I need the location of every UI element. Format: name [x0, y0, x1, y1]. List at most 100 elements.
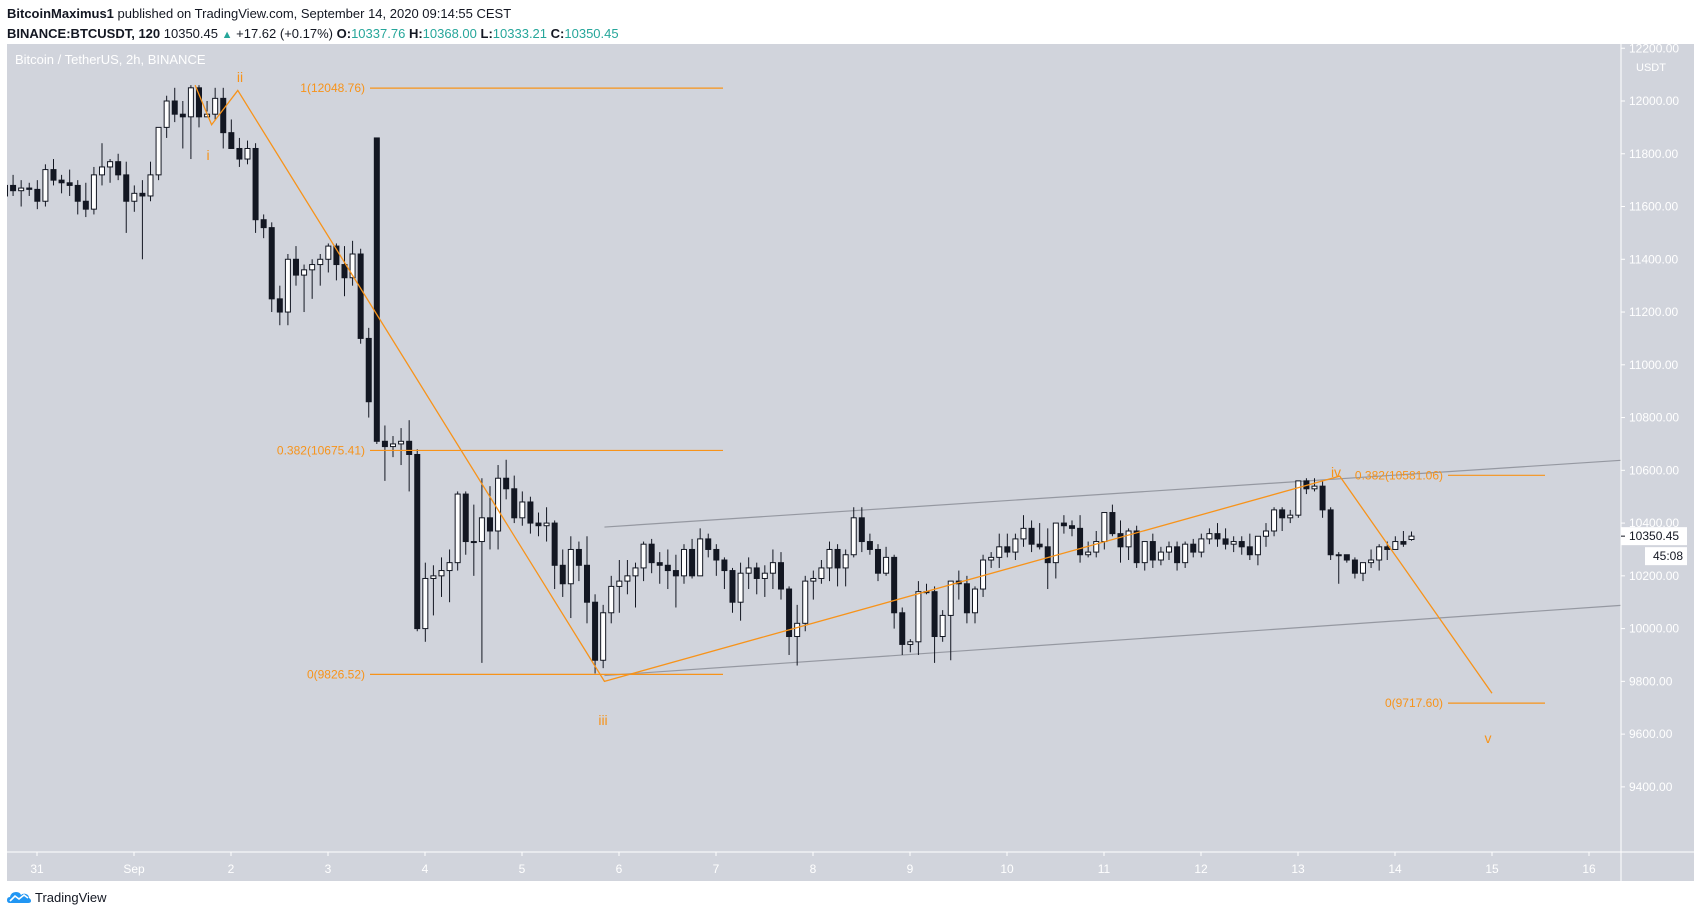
candle: [551, 522, 558, 566]
candle: [1077, 527, 1084, 556]
price-tick-label: 10600.00: [1629, 463, 1679, 477]
candle: [317, 258, 324, 266]
low-label: L:: [480, 26, 493, 41]
candle: [163, 100, 170, 128]
candle: [745, 567, 752, 574]
time-tick-label: 13: [1291, 862, 1305, 876]
candle: [842, 554, 849, 569]
lower-channel-line[interactable]: [604, 604, 1622, 677]
last-price: 10350.45: [163, 26, 218, 41]
candle: [1238, 541, 1245, 548]
candle: [1246, 546, 1253, 556]
candle: [543, 522, 550, 527]
candle: [1093, 541, 1100, 553]
candle: [155, 126, 162, 176]
candle: [850, 517, 857, 556]
open-value: 10337.76: [351, 26, 406, 41]
candle: [1020, 527, 1027, 540]
chart-legend-title: Bitcoin / TetherUS, 2h, BINANCE: [15, 52, 206, 67]
candle: [276, 298, 283, 313]
candle: [818, 567, 825, 579]
candle: [1085, 551, 1092, 556]
candle: [365, 337, 372, 403]
candle: [284, 258, 291, 313]
candle: [325, 245, 332, 260]
candle: [899, 612, 906, 645]
candle: [349, 253, 356, 279]
candle: [947, 580, 954, 616]
tradingview-logo[interactable]: TradingView: [7, 889, 107, 905]
author-name[interactable]: BitcoinMaximus1: [7, 6, 114, 21]
candle: [907, 641, 914, 645]
candle: [115, 161, 122, 176]
candle: [721, 559, 728, 572]
candle: [1044, 546, 1051, 564]
candle: [90, 174, 97, 210]
candle: [697, 538, 704, 577]
close-label: C:: [550, 26, 565, 41]
candle: [252, 147, 259, 221]
published-text: published on TradingView.com, September …: [117, 6, 512, 21]
upper-channel-line[interactable]: [604, 459, 1622, 528]
candle: [292, 258, 299, 276]
candle: [567, 548, 574, 585]
candle: [147, 174, 154, 197]
candle: [1157, 551, 1164, 561]
price-tick-label: 10000.00: [1629, 622, 1679, 636]
candle: [559, 564, 566, 585]
price-axis[interactable]: 12200.00 12000.00 11800.00 11600.00 11400.00…: [1621, 44, 1679, 794]
candle: [640, 543, 647, 569]
price-chart[interactable]: Bitcoin / TetherUS, 2h, BINANCE 1(12048.7…: [7, 44, 1694, 881]
high-value: 10368.00: [422, 26, 477, 41]
candle: [866, 541, 873, 550]
time-tick-label: 14: [1388, 862, 1402, 876]
candle: [1351, 559, 1358, 574]
candle: [858, 517, 865, 543]
time-tick-label: 12: [1194, 862, 1208, 876]
candle: [1012, 538, 1019, 553]
time-tick-label: 16: [1582, 862, 1596, 876]
candle: [761, 572, 768, 579]
candle: [212, 97, 219, 115]
candle: [672, 570, 679, 577]
candle: [891, 556, 898, 614]
candle: [244, 147, 251, 160]
candle: [171, 100, 178, 115]
symbol-line: BINANCE:BTCUSDT, 120 10350.45 ▲ +17.62 (…: [7, 24, 619, 45]
candle: [123, 174, 130, 202]
candle: [939, 614, 946, 638]
candle: [769, 562, 776, 574]
candle: [915, 591, 922, 643]
candle: [1052, 522, 1059, 564]
candle: [1327, 509, 1334, 556]
candle: [1311, 485, 1318, 490]
chart-area[interactable]: Bitcoin / TetherUS, 2h, BINANCE 1(12048.7…: [7, 44, 1694, 881]
candle: [1230, 541, 1237, 545]
candle: [963, 583, 970, 614]
candle: [1036, 543, 1043, 548]
candle: [1335, 554, 1342, 557]
candle: [195, 87, 202, 118]
price-tick-label: 11200.00: [1629, 305, 1678, 319]
price-tick-label: 11800.00: [1629, 147, 1678, 161]
candle: [1101, 512, 1108, 543]
candle: [1149, 541, 1156, 561]
candle: [664, 564, 671, 572]
price-change: +17.62 (+0.17%): [236, 26, 333, 41]
time-tick-label: 10: [1000, 862, 1014, 876]
candle: [58, 179, 65, 184]
candle: [1376, 546, 1383, 561]
candle: [503, 477, 510, 490]
time-axis[interactable]: 31 Sep 2 3 4 5 6 7 8 9 10 11 12 13 14 15 16: [30, 852, 1596, 876]
candles: [7, 85, 1415, 674]
candle: [1125, 530, 1132, 548]
candle: [1254, 535, 1261, 556]
candle: [874, 548, 881, 574]
candle: [1117, 533, 1124, 548]
price-tick-label: 12200.00: [1629, 44, 1679, 55]
time-tick-label: 3: [325, 862, 332, 876]
candle: [236, 147, 243, 160]
wave-label-v: v: [1485, 730, 1492, 746]
candle: [462, 493, 469, 543]
elliott-wave-path[interactable]: [194, 84, 1493, 694]
